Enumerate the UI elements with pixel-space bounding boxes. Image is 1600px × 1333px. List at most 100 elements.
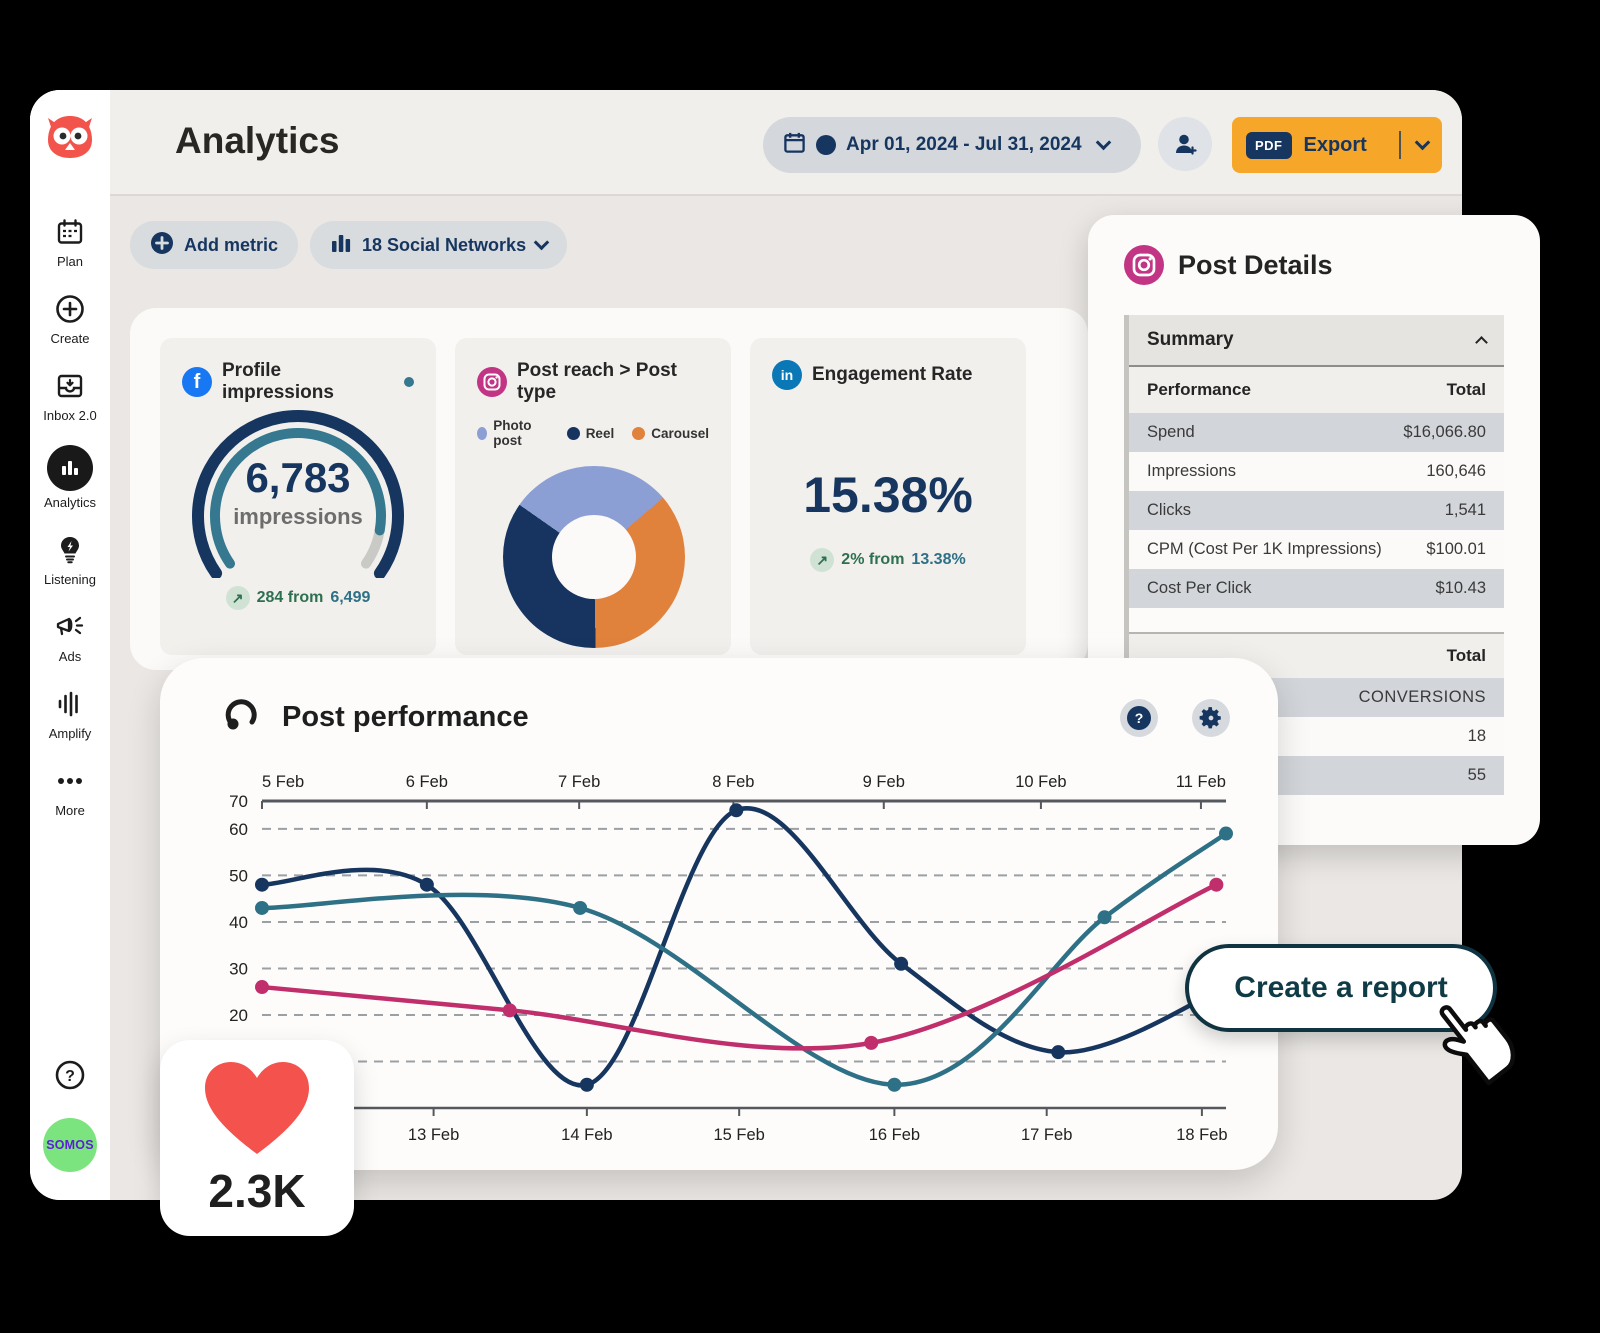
engagement-rate-card[interactable]: in Engagement Rate 15.38% ↗ 2% from 13.3…	[750, 338, 1026, 655]
post-type-donut-chart	[503, 466, 685, 648]
divider	[1399, 131, 1401, 159]
hootsuite-owl-logo[interactable]	[38, 102, 102, 166]
sidebar: Plan Create Inbox 2.0	[30, 90, 110, 1200]
likes-count: 2.3K	[208, 1165, 306, 1217]
svg-text:?: ?	[1135, 710, 1144, 726]
sidebar-label: Analytics	[43, 495, 97, 510]
row-value: 160,646	[1426, 462, 1486, 480]
svg-text:16 Feb: 16 Feb	[869, 1126, 920, 1144]
plus-circle-icon	[150, 231, 174, 260]
plus-circle-icon	[55, 291, 85, 327]
donut-hole	[552, 515, 636, 599]
sidebar-item-listening[interactable]: Listening	[44, 532, 96, 587]
sidebar-label: More	[55, 803, 85, 818]
sidebar-label: Inbox 2.0	[43, 408, 97, 423]
post-performance-title: Post performance	[282, 701, 529, 733]
svg-text:11 Feb: 11 Feb	[1176, 773, 1226, 791]
sidebar-item-inbox[interactable]: Inbox 2.0	[43, 368, 97, 423]
add-user-button[interactable]	[1158, 117, 1212, 171]
svg-text:7 Feb: 7 Feb	[558, 773, 600, 791]
chevron-up-icon	[1475, 336, 1488, 349]
summary-label: Summary	[1147, 329, 1234, 350]
row-value: 1,541	[1444, 501, 1486, 519]
sidebar-label: Create	[50, 331, 90, 346]
row-value: 55	[1467, 766, 1486, 784]
megaphone-icon	[55, 609, 85, 645]
row-value: CONVERSIONS	[1358, 688, 1486, 706]
chevron-down-icon	[1414, 134, 1431, 151]
metrics-container: f Profile impressions 6,783 impressions …	[130, 308, 1103, 906]
sidebar-item-plan[interactable]: Plan	[56, 214, 84, 269]
svg-text:8 Feb: 8 Feb	[712, 773, 754, 791]
previous-value: 13.38%	[911, 551, 966, 568]
person-add-icon	[1176, 134, 1197, 155]
inbox-icon	[55, 368, 85, 404]
svg-text:17 Feb: 17 Feb	[1021, 1126, 1072, 1144]
svg-text:70: 70	[229, 792, 248, 811]
post-performance-line-chart: 70 60 50 40 30 20 5 Feb 6 Feb 7 Feb 8 Feb 9 Feb 10 …	[229, 773, 1233, 1144]
table-row: Cost Per Click $10.43	[1129, 569, 1504, 608]
sidebar-item-create[interactable]: Create	[50, 291, 90, 346]
post-reach-card[interactable]: Post reach > Post type Photo post Reel C…	[455, 338, 731, 655]
export-button[interactable]: PDF Export	[1232, 117, 1442, 173]
impressions-value: 6,783	[245, 454, 351, 501]
row-label: Impressions	[1147, 462, 1236, 480]
add-metric-label: Add metric	[184, 234, 279, 255]
row-value: 18	[1467, 727, 1486, 745]
delta-text: 2% from	[841, 551, 905, 568]
sidebar-item-analytics[interactable]: Analytics	[44, 445, 96, 510]
svg-text:60: 60	[229, 820, 248, 839]
date-range-text: Apr 01, 2024 - Jul 31, 2024	[846, 134, 1082, 155]
card-title: Engagement Rate	[812, 364, 973, 385]
card-title: Profile impressions	[222, 360, 334, 403]
bar-chart-icon	[330, 232, 352, 259]
bar-chart-icon	[47, 445, 93, 491]
engagement-value: 15.38%	[803, 467, 973, 523]
social-networks-dropdown[interactable]: 18 Social Networks	[310, 221, 568, 269]
svg-text:30: 30	[229, 959, 248, 978]
table-row: Clicks 1,541	[1129, 491, 1504, 530]
svg-text:50: 50	[229, 866, 248, 885]
row-label: Clicks	[1147, 501, 1191, 519]
add-metric-button[interactable]: Add metric	[130, 221, 299, 269]
summary-accordion[interactable]: Summary	[1129, 315, 1504, 367]
help-icon[interactable]: ?	[54, 1059, 86, 1096]
somos-brand-badge[interactable]: SOMOS	[43, 1118, 97, 1172]
row-value: $100.01	[1426, 540, 1486, 558]
sidebar-item-more[interactable]: More	[55, 763, 85, 818]
facebook-icon: f	[182, 367, 212, 397]
performance-gauge-icon	[222, 696, 260, 739]
legend-dot-photo	[477, 426, 488, 440]
legend-dot-reel	[566, 426, 580, 440]
impressions-gauge	[192, 410, 404, 578]
pdf-badge: PDF	[1246, 131, 1292, 159]
help-button[interactable]: ?	[1120, 698, 1158, 737]
lightbulb-icon	[56, 532, 84, 568]
table-row: CPM (Cost Per 1K Impressions) $100.01	[1129, 530, 1504, 569]
likes-badge-card: 2.3K	[160, 1040, 354, 1236]
sidebar-label: Ads	[58, 649, 82, 664]
svg-text:5 Feb: 5 Feb	[262, 773, 304, 791]
row-value: $10.43	[1435, 579, 1486, 597]
question-icon: ?	[1127, 705, 1151, 730]
ellipsis-icon	[55, 763, 85, 799]
legend-label: Reel	[585, 425, 615, 441]
profile-impressions-card[interactable]: f Profile impressions 6,783 impressions …	[160, 338, 436, 655]
card-title: Post reach > Post type	[517, 360, 677, 403]
legend-label: Photo post	[493, 418, 532, 448]
svg-text:40: 40	[229, 913, 248, 932]
svg-text:6 Feb: 6 Feb	[406, 773, 448, 791]
row-value: $16,066.80	[1403, 423, 1486, 441]
settings-button[interactable]	[1192, 698, 1230, 737]
table-row: Spend $16,066.80	[1129, 413, 1504, 452]
instagram-icon	[1124, 245, 1164, 285]
svg-text:9 Feb: 9 Feb	[863, 773, 905, 791]
status-dot	[404, 377, 414, 387]
date-range-picker[interactable]: Apr 01, 2024 - Jul 31, 2024	[763, 117, 1141, 173]
heart-icon	[205, 1062, 309, 1154]
sidebar-item-ads[interactable]: Ads	[55, 609, 85, 664]
post-details-title: Post Details	[1178, 249, 1333, 280]
sidebar-item-amplify[interactable]: Amplify	[49, 686, 91, 741]
svg-text:?: ?	[65, 1068, 75, 1085]
